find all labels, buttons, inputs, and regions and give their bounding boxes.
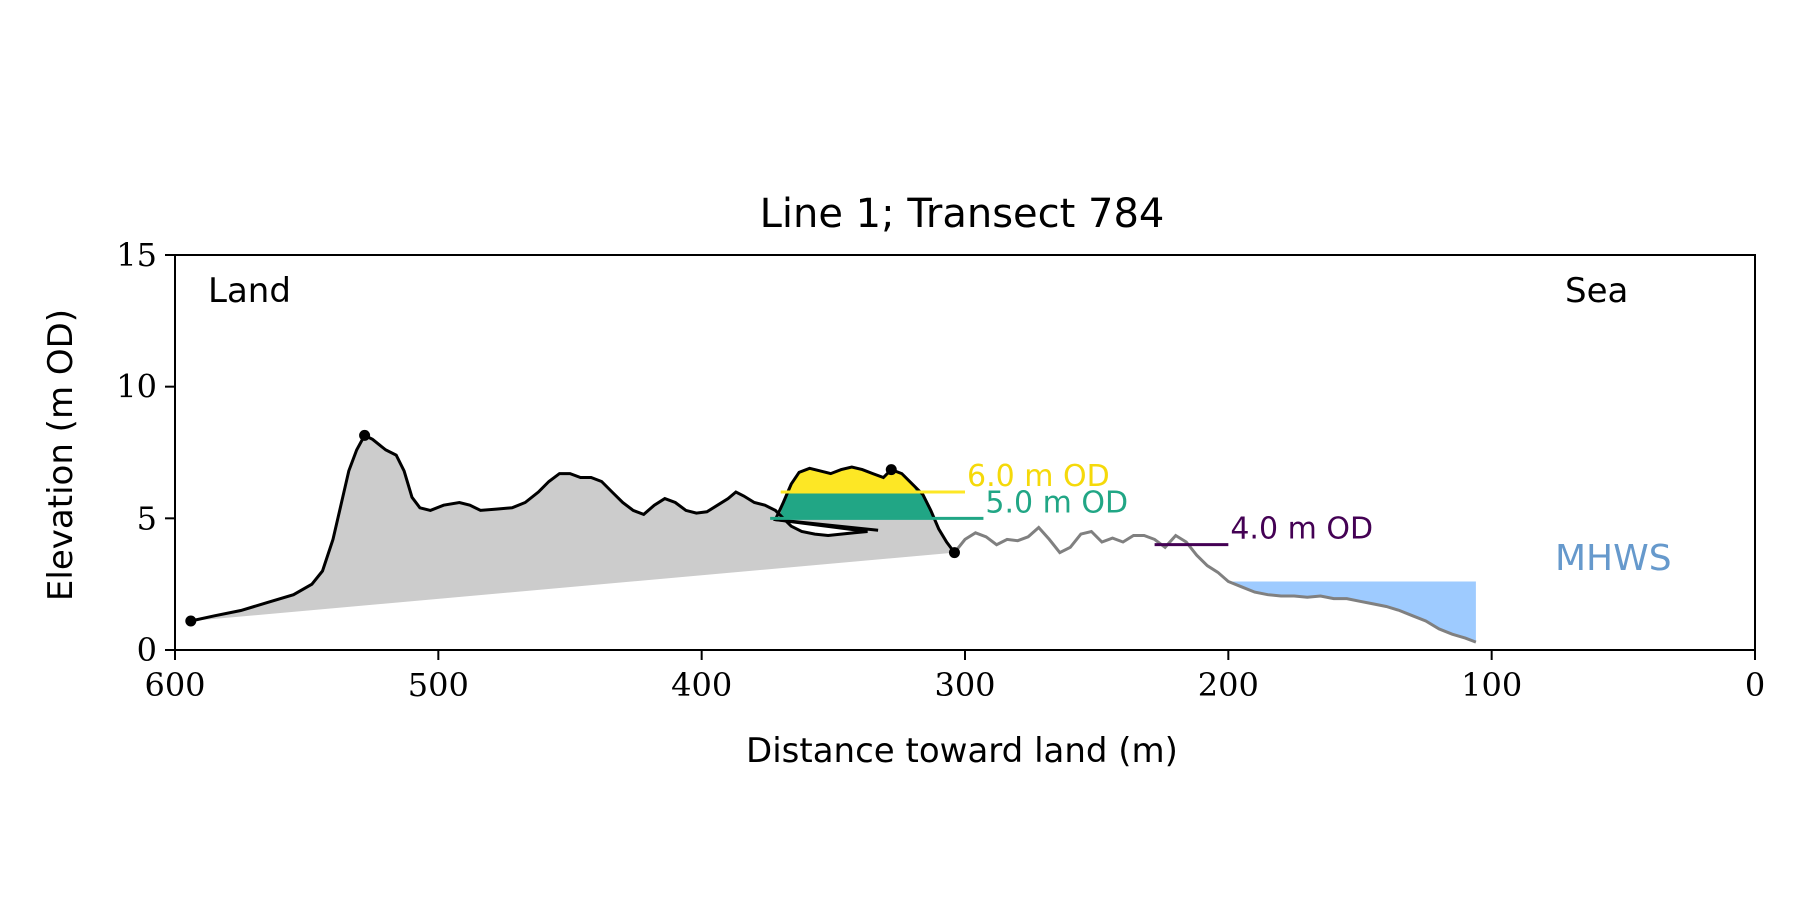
profile-marker-0 <box>185 615 197 627</box>
profile-marker-2 <box>885 464 897 476</box>
x-tick-label: 600 <box>144 666 205 704</box>
profile-line-sea <box>953 525 1477 644</box>
profile-line-join <box>775 518 868 533</box>
band-6m-fill <box>787 467 917 492</box>
contour-label-6m: 6.0 m OD <box>967 459 1110 494</box>
mhws-annotation: MHWS <box>1555 538 1672 579</box>
y-tick-label: 15 <box>116 236 157 274</box>
y-tick-label: 10 <box>116 368 157 406</box>
profile-marker-3 <box>948 547 960 559</box>
x-tick-label: 200 <box>1198 666 1259 704</box>
profile-area-fill <box>190 435 955 621</box>
contour-label-5m: 5.0 m OD <box>985 485 1128 520</box>
sea-annotation: Sea <box>1565 271 1628 311</box>
profile-line-land <box>190 433 868 623</box>
x-tick-label: 300 <box>934 666 995 704</box>
chart-title: Line 1; Transect 784 <box>760 191 1165 237</box>
x-tick-label: 500 <box>408 666 469 704</box>
x-tick-label: 100 <box>1461 666 1522 704</box>
y-tick-label: 5 <box>137 499 157 537</box>
profile-line-dune <box>773 465 956 554</box>
profile-marker-1 <box>359 429 371 441</box>
x-tick-label: 0 <box>1745 666 1765 704</box>
mhws-water-fill <box>1228 581 1476 643</box>
x-tick-label: 400 <box>671 666 732 704</box>
contour-label-4m: 4.0 m OD <box>1230 512 1373 547</box>
land-annotation: Land <box>208 271 291 311</box>
y-tick-label: 0 <box>137 631 157 669</box>
x-axis-label: Distance toward land (m) <box>746 731 1178 771</box>
y-axis-label: Elevation (m OD) <box>41 309 81 601</box>
